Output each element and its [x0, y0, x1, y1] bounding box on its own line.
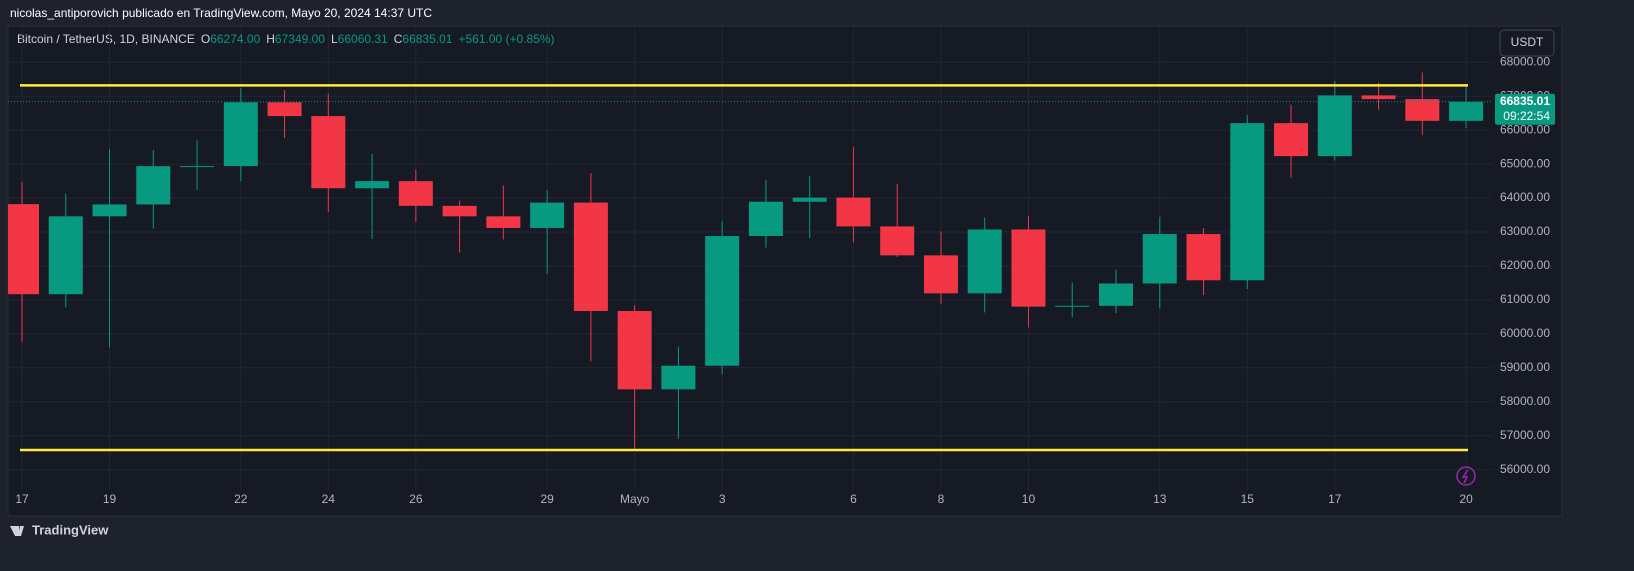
alert-bolt — [1461, 469, 1469, 484]
last-price-badge — [1495, 93, 1555, 125]
x-tick-label: 10 — [1022, 492, 1036, 506]
candle-body — [136, 166, 171, 205]
candle-body — [1230, 123, 1265, 281]
candle-body — [880, 226, 915, 256]
x-tick-label: 8 — [938, 492, 945, 506]
candle-body — [1099, 283, 1133, 306]
publish-title: nicolas_antiporovich publicado en Tradin… — [10, 6, 432, 20]
ohlc-key: L — [331, 32, 338, 46]
x-tick-label: 17 — [1328, 492, 1342, 506]
candle-body — [180, 166, 215, 168]
candle-body — [705, 235, 740, 366]
candle-body — [923, 255, 958, 294]
x-tick-label: 17 — [15, 492, 29, 506]
candle-body — [1449, 101, 1484, 121]
x-tick-label: 15 — [1241, 492, 1255, 506]
candle-body — [967, 229, 1002, 294]
currency-button[interactable] — [1499, 29, 1555, 57]
candle-body — [1055, 305, 1090, 307]
currency-label[interactable]: USDT — [1511, 35, 1544, 49]
candle-body — [355, 181, 390, 189]
ohlc-value: 66060.31 — [338, 32, 388, 46]
x-tick-label: 6 — [850, 492, 857, 506]
candle-body — [223, 102, 258, 167]
candle-body — [1361, 95, 1396, 100]
x-tick-label: 13 — [1153, 492, 1167, 506]
candle-body — [486, 216, 521, 228]
candle-body — [792, 197, 827, 202]
ohlc-key: C — [394, 32, 403, 46]
y-tick-label: 66000.00 — [1500, 122, 1550, 136]
ohlc-key: H — [266, 32, 275, 46]
last-price-label: 66835.01 — [1500, 94, 1550, 108]
candle-body — [1186, 234, 1221, 281]
candle-body — [836, 197, 871, 227]
candle-body — [442, 205, 477, 217]
x-tick-label: 24 — [322, 492, 336, 506]
y-tick-label: 63000.00 — [1500, 224, 1550, 238]
y-tick-label: 60000.00 — [1500, 326, 1550, 340]
candle-body — [530, 202, 565, 228]
candle-body — [1274, 123, 1309, 157]
x-tick-label: 20 — [1459, 492, 1473, 506]
y-tick-label: 61000.00 — [1500, 292, 1550, 306]
y-tick-label: 59000.00 — [1500, 360, 1550, 374]
y-tick-label: 57000.00 — [1500, 428, 1550, 442]
ohlc-value: 66274.00 — [210, 32, 260, 46]
x-tick-label: Mayo — [620, 492, 650, 506]
candle-body — [748, 201, 783, 236]
candle-body — [1405, 99, 1440, 121]
candle-body — [573, 202, 608, 312]
candle-body — [1011, 229, 1046, 307]
y-tick-label: 62000.00 — [1500, 258, 1550, 272]
x-tick-label: 3 — [719, 492, 726, 506]
countdown: 09:22:54 — [1503, 109, 1550, 123]
y-tick-label: 58000.00 — [1500, 394, 1550, 408]
ohlc-value: 67349.00 — [275, 32, 325, 46]
candle-body — [8, 204, 39, 295]
brand: TradingView — [32, 522, 109, 537]
x-tick-label: 26 — [409, 492, 423, 506]
x-tick-label: 29 — [540, 492, 554, 506]
candle-body — [398, 181, 433, 206]
candle-body — [48, 216, 83, 295]
y-tick-label: 68000.00 — [1500, 54, 1550, 68]
chart-panel — [7, 25, 1563, 517]
candle-body — [617, 311, 652, 390]
y-tick-label: 64000.00 — [1500, 190, 1550, 204]
x-tick-label: 22 — [234, 492, 248, 506]
y-tick-label: 56000.00 — [1500, 462, 1550, 476]
candle-body — [311, 116, 346, 189]
ohlc-value: 66835.01 — [402, 32, 452, 46]
candle-body — [661, 365, 696, 390]
x-tick-label: 19 — [103, 492, 117, 506]
alert-icon[interactable] — [1456, 466, 1476, 486]
change: +561.00 (+0.85%) — [458, 32, 554, 46]
ohlc-key: O — [201, 32, 210, 46]
candle-body — [1317, 95, 1352, 157]
brand-logo — [10, 526, 24, 536]
y-tick-label: 65000.00 — [1500, 156, 1550, 170]
symbol: Bitcoin / TetherUS, 1D, BINANCE — [17, 32, 195, 46]
candle-body — [1142, 234, 1177, 284]
candle-body — [267, 102, 302, 117]
candle-body — [92, 204, 127, 217]
